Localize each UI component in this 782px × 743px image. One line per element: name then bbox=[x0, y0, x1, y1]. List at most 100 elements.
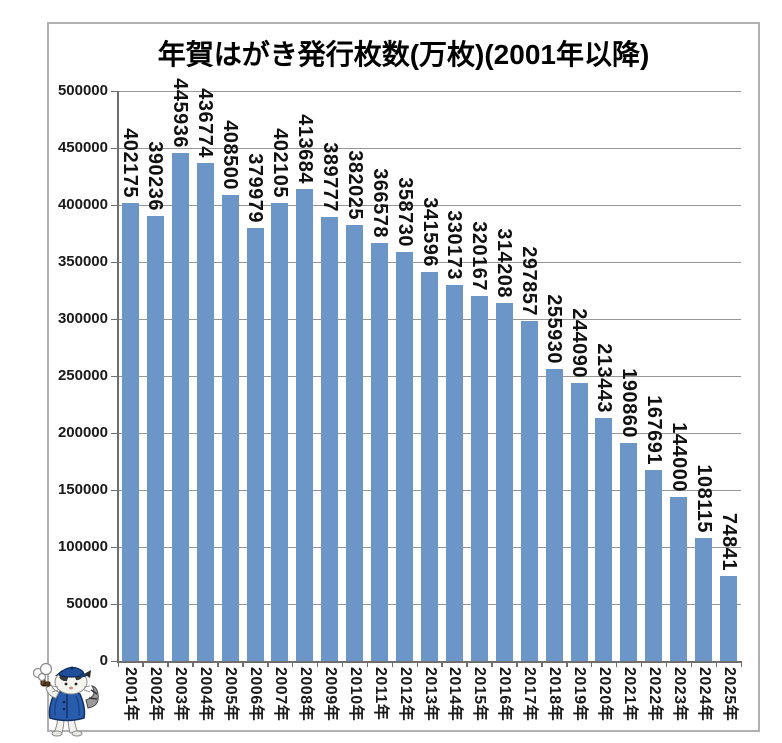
x-axis-line bbox=[117, 661, 741, 663]
bar-value-label: 297857 bbox=[518, 246, 541, 317]
y-axis-tick bbox=[111, 261, 118, 263]
bar-value-label: 167691 bbox=[642, 395, 665, 465]
y-axis-tick bbox=[111, 375, 118, 377]
y-axis-tick bbox=[111, 90, 118, 92]
x-axis-tick bbox=[690, 661, 693, 667]
cat-tail bbox=[85, 685, 99, 709]
x-axis-tick-label: 2006年 bbox=[247, 667, 265, 722]
x-axis-tick bbox=[541, 661, 543, 667]
x-axis-tick-label: 2024年 bbox=[695, 667, 713, 722]
y-axis-tick bbox=[111, 660, 118, 662]
x-axis-tick bbox=[416, 661, 419, 667]
y-axis-tick-label: 50000 bbox=[66, 595, 108, 612]
x-axis-tick-label: 2009年 bbox=[321, 667, 339, 722]
bar-value-label: 314208 bbox=[493, 228, 516, 298]
bar bbox=[470, 296, 488, 661]
cat-mascot-illustration bbox=[32, 662, 99, 737]
bar-value-label: 445936 bbox=[169, 77, 192, 148]
y-axis-tick bbox=[111, 603, 118, 605]
gridline bbox=[118, 261, 741, 263]
bar bbox=[346, 225, 364, 661]
bar bbox=[570, 382, 588, 661]
y-axis-tick-label: 100000 bbox=[57, 538, 108, 555]
y-axis-tick-label: 500000 bbox=[57, 82, 108, 99]
bar bbox=[720, 575, 738, 661]
x-axis-tick-label: 2019年 bbox=[571, 667, 589, 722]
bar-value-label: 382025 bbox=[343, 150, 366, 221]
x-axis-tick-label: 2018年 bbox=[546, 667, 564, 722]
bar-value-label: 320167 bbox=[468, 221, 491, 291]
gridline bbox=[118, 147, 741, 149]
y-axis-tick-label: 150000 bbox=[57, 481, 108, 498]
y-axis-tick bbox=[111, 147, 118, 149]
cat-legs bbox=[51, 717, 83, 737]
bar bbox=[520, 321, 538, 661]
x-axis-tick-label: 2021年 bbox=[620, 667, 638, 722]
x-axis-tick bbox=[316, 661, 319, 667]
bar bbox=[495, 302, 513, 661]
bar bbox=[645, 469, 663, 661]
x-axis-tick bbox=[740, 661, 742, 667]
x-axis-tick-label: 2022年 bbox=[645, 667, 663, 722]
bar bbox=[371, 243, 389, 661]
x-axis-tick bbox=[341, 661, 344, 667]
bar-value-label: 366578 bbox=[368, 168, 391, 239]
bar-value-label: 358730 bbox=[393, 177, 416, 248]
x-axis-tick-label: 2015年 bbox=[471, 667, 489, 722]
y-axis-tick-label: 400000 bbox=[57, 196, 108, 213]
x-axis-tick bbox=[391, 661, 394, 667]
x-axis-tick-label: 2011年 bbox=[371, 667, 389, 721]
bar-value-label: 379979 bbox=[244, 153, 267, 223]
bar bbox=[246, 227, 264, 661]
x-axis-tick-label: 2002年 bbox=[147, 667, 165, 722]
y-axis-tick bbox=[111, 318, 118, 320]
bar-value-label: 341596 bbox=[418, 196, 441, 267]
x-axis-tick bbox=[441, 661, 443, 667]
bar-value-label: 402105 bbox=[268, 127, 291, 198]
x-axis-tick bbox=[715, 661, 718, 667]
bar bbox=[695, 537, 713, 661]
chart-title: 年賀はがき発行枚数(万枚)(2001年以降) bbox=[157, 39, 650, 70]
x-axis-tick-label: 2025年 bbox=[720, 667, 738, 722]
x-axis-tick-label: 2010年 bbox=[346, 667, 364, 722]
cat-cap bbox=[58, 666, 87, 678]
bar bbox=[545, 369, 563, 661]
y-axis-tick bbox=[111, 204, 118, 206]
bar bbox=[271, 202, 289, 661]
bar bbox=[221, 195, 239, 661]
x-axis-tick-label: 2005年 bbox=[222, 667, 240, 722]
y-axis-tick-label: 250000 bbox=[57, 367, 108, 384]
x-axis-tick bbox=[291, 661, 294, 667]
y-axis-tick bbox=[111, 489, 118, 491]
y-axis-tick-label: 200000 bbox=[57, 424, 108, 441]
x-axis-tick bbox=[217, 661, 219, 667]
bar bbox=[321, 216, 339, 661]
bar-value-label: 330173 bbox=[443, 209, 466, 280]
bar-value-label: 390236 bbox=[144, 141, 167, 212]
bar bbox=[396, 252, 414, 661]
gridline bbox=[118, 204, 741, 206]
x-axis-tick-label: 2017年 bbox=[521, 667, 539, 722]
x-axis-tick-label: 2007年 bbox=[271, 667, 289, 722]
x-axis-tick bbox=[516, 661, 518, 667]
x-axis-tick bbox=[167, 661, 169, 667]
x-axis-tick-label: 2020年 bbox=[595, 667, 613, 722]
x-axis-tick-label: 2008年 bbox=[296, 667, 314, 722]
x-axis-tick bbox=[466, 661, 468, 667]
x-axis-tick bbox=[640, 661, 643, 667]
bar-value-label: 408500 bbox=[219, 120, 242, 191]
x-axis-tick-label: 2004年 bbox=[197, 667, 215, 722]
bar bbox=[670, 496, 688, 661]
bar-value-label: 144000 bbox=[667, 422, 690, 492]
bar-value-label: 402175 bbox=[119, 127, 142, 198]
y-axis-line bbox=[117, 91, 119, 661]
bar-value-label: 74841 bbox=[717, 512, 740, 571]
bar bbox=[620, 443, 638, 661]
x-axis-tick-label: 2023年 bbox=[670, 667, 688, 722]
x-axis-tick bbox=[267, 661, 269, 667]
x-axis-tick bbox=[615, 661, 618, 667]
y-axis-tick-label: 450000 bbox=[57, 139, 108, 156]
bar bbox=[296, 189, 314, 661]
bar bbox=[595, 417, 613, 661]
